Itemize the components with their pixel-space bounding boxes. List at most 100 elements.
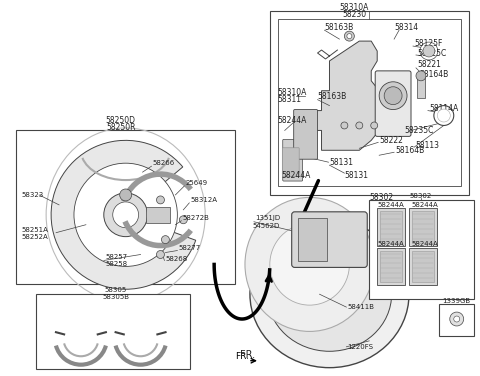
FancyBboxPatch shape <box>294 109 318 159</box>
Circle shape <box>420 42 438 60</box>
Text: 58277: 58277 <box>179 244 201 250</box>
Text: 58244A: 58244A <box>278 116 307 125</box>
Circle shape <box>356 122 363 129</box>
Circle shape <box>437 109 450 122</box>
Text: 1220FS: 1220FS <box>348 344 373 350</box>
Wedge shape <box>51 140 196 289</box>
Text: 58164B: 58164B <box>395 146 424 155</box>
Text: 58310A: 58310A <box>278 88 307 97</box>
Circle shape <box>161 236 169 244</box>
Text: 58163B: 58163B <box>318 92 347 101</box>
Text: 58114A: 58114A <box>429 104 458 113</box>
Bar <box>16 130 235 284</box>
Bar <box>298 218 327 261</box>
FancyBboxPatch shape <box>282 148 299 177</box>
Text: 58302: 58302 <box>369 193 394 202</box>
Circle shape <box>120 189 132 201</box>
Circle shape <box>74 163 178 267</box>
Text: 58268: 58268 <box>166 256 188 262</box>
Text: 58302: 58302 <box>410 193 432 199</box>
Circle shape <box>104 193 147 237</box>
Bar <box>377 208 405 246</box>
Ellipse shape <box>267 237 392 351</box>
Text: 58113: 58113 <box>415 141 439 150</box>
Text: 1339GB: 1339GB <box>443 298 471 304</box>
Text: 58244A: 58244A <box>282 171 311 180</box>
Text: 58125F: 58125F <box>414 39 443 48</box>
Text: 58250R: 58250R <box>106 123 135 132</box>
Text: 58310A: 58310A <box>340 3 369 12</box>
Circle shape <box>344 290 352 298</box>
Text: 58131: 58131 <box>329 158 353 167</box>
Ellipse shape <box>270 224 349 305</box>
Text: 58164B: 58164B <box>419 70 448 79</box>
Text: 54562D: 54562D <box>253 223 280 229</box>
Circle shape <box>416 71 426 81</box>
Circle shape <box>156 250 165 258</box>
Text: 58235C: 58235C <box>404 126 433 135</box>
Text: 58222: 58222 <box>379 136 403 145</box>
Text: 58314: 58314 <box>394 23 418 32</box>
Text: 58244A: 58244A <box>411 202 438 208</box>
Circle shape <box>450 312 464 326</box>
Circle shape <box>423 45 435 57</box>
Circle shape <box>310 280 318 288</box>
Ellipse shape <box>245 197 374 331</box>
Circle shape <box>434 106 454 126</box>
Text: 58258: 58258 <box>106 261 128 267</box>
Text: 58311: 58311 <box>278 95 302 104</box>
Bar <box>377 247 405 285</box>
Circle shape <box>310 300 318 308</box>
Bar <box>412 250 434 282</box>
Text: 58312A: 58312A <box>190 197 217 203</box>
Circle shape <box>113 202 139 228</box>
Circle shape <box>384 87 402 105</box>
Text: 58163B: 58163B <box>324 23 354 32</box>
Bar <box>417 76 425 98</box>
Bar <box>270 11 468 195</box>
FancyBboxPatch shape <box>283 139 302 181</box>
Bar <box>380 250 402 282</box>
Text: 58230: 58230 <box>342 10 366 19</box>
Ellipse shape <box>315 282 343 306</box>
FancyArrowPatch shape <box>251 358 255 363</box>
Ellipse shape <box>250 221 409 368</box>
FancyBboxPatch shape <box>375 71 411 136</box>
Text: 58250D: 58250D <box>106 116 136 125</box>
Text: 1351JD: 1351JD <box>255 215 280 221</box>
Text: FR.: FR. <box>240 350 255 360</box>
Bar <box>409 247 437 285</box>
Bar <box>278 19 461 186</box>
Text: 58244A: 58244A <box>377 202 404 208</box>
Text: 58131: 58131 <box>344 171 368 180</box>
Circle shape <box>371 122 378 129</box>
Circle shape <box>344 31 354 41</box>
Text: 58125C: 58125C <box>417 49 446 58</box>
Polygon shape <box>314 41 379 150</box>
Bar <box>409 208 437 246</box>
Bar <box>145 207 170 223</box>
Circle shape <box>347 33 352 39</box>
Ellipse shape <box>302 269 357 319</box>
Text: 58257: 58257 <box>106 255 128 261</box>
Text: 58411B: 58411B <box>348 304 374 310</box>
Text: 58221: 58221 <box>417 61 441 70</box>
Text: 58323: 58323 <box>21 192 44 198</box>
Text: 58305: 58305 <box>105 287 127 293</box>
Bar <box>439 304 474 336</box>
Circle shape <box>331 274 339 282</box>
Text: 58252A: 58252A <box>21 233 48 240</box>
Text: 58266: 58266 <box>153 160 175 166</box>
Text: 58305B: 58305B <box>102 294 129 300</box>
Bar <box>412 211 434 243</box>
Bar <box>36 294 190 368</box>
Text: 58244A: 58244A <box>411 241 438 247</box>
Text: 58244A: 58244A <box>377 241 404 247</box>
FancyBboxPatch shape <box>292 212 367 267</box>
Circle shape <box>180 216 187 224</box>
Circle shape <box>156 196 165 204</box>
Text: 58251A: 58251A <box>21 227 48 233</box>
Circle shape <box>331 306 339 314</box>
Circle shape <box>379 82 407 109</box>
Text: FR.: FR. <box>235 352 249 361</box>
